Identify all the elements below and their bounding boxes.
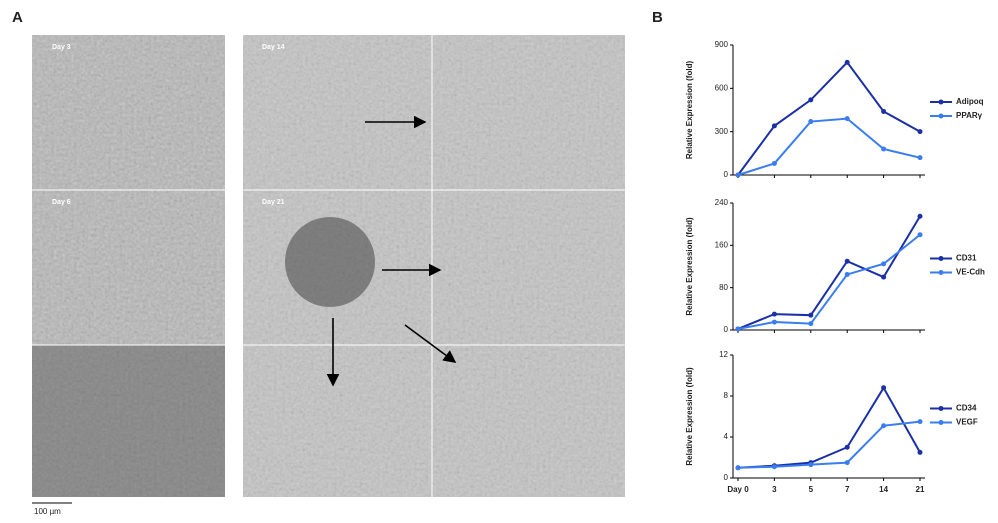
panel-label: A xyxy=(12,9,23,26)
scale-bar-label: 100 µm xyxy=(34,507,61,516)
point xyxy=(771,319,777,325)
x-tick-label: 7 xyxy=(845,485,850,494)
series-line xyxy=(737,385,921,469)
point xyxy=(735,172,741,178)
x-tick-label: 14 xyxy=(879,485,888,494)
y-axis-label: Relative Expression (fold) xyxy=(685,367,694,466)
point xyxy=(844,444,850,450)
legend-label: PPARγ xyxy=(956,111,983,120)
image-label: Day 14 xyxy=(262,44,285,51)
legend-label: VEGF xyxy=(956,418,978,427)
point xyxy=(808,119,814,125)
y-tick-label: 0 xyxy=(724,473,729,482)
series-line xyxy=(737,420,921,469)
x-tick-label: 3 xyxy=(772,485,777,494)
point xyxy=(881,261,887,267)
colony xyxy=(285,217,375,307)
point xyxy=(881,423,887,429)
legend-marker xyxy=(938,99,944,105)
y-axis-label: Relative Expression (fold) xyxy=(685,61,694,160)
legend-label: Adipoq xyxy=(956,97,984,106)
point xyxy=(844,258,850,264)
arrow xyxy=(404,324,457,363)
legend-marker xyxy=(938,420,944,425)
point xyxy=(917,213,923,219)
point xyxy=(844,460,850,466)
image-label: Day 6 xyxy=(52,199,71,206)
point xyxy=(917,155,923,161)
point xyxy=(735,465,741,471)
y-tick-label: 240 xyxy=(715,198,729,207)
y-tick-label: 80 xyxy=(719,283,728,292)
legend-label: CD34 xyxy=(956,404,977,413)
legend-marker xyxy=(938,113,944,119)
y-tick-label: 4 xyxy=(724,432,729,441)
y-tick-label: 160 xyxy=(715,240,729,249)
series-line xyxy=(737,117,921,176)
series-line xyxy=(737,60,921,176)
y-tick-label: 12 xyxy=(719,350,728,359)
point xyxy=(771,123,777,129)
series-line xyxy=(737,233,921,330)
point xyxy=(881,108,887,114)
point xyxy=(844,116,850,122)
point xyxy=(771,160,777,166)
legend-marker xyxy=(938,270,944,275)
point xyxy=(917,419,923,425)
legend-label: VE-Cdh xyxy=(956,268,985,277)
y-tick-label: 8 xyxy=(724,391,729,400)
y-tick-label: 0 xyxy=(724,170,729,179)
y-tick-label: 300 xyxy=(715,127,729,136)
point xyxy=(881,146,887,152)
point xyxy=(844,59,850,65)
point xyxy=(917,449,923,455)
micrographs: Day 3 Day 6 Day 14 Day 21 100 µm xyxy=(32,35,625,516)
legend-label: CD31 xyxy=(956,254,977,263)
point xyxy=(808,312,814,318)
image-label: Day 21 xyxy=(262,199,285,206)
point xyxy=(808,321,814,327)
x-tick-label: 5 xyxy=(809,485,814,494)
legend-marker xyxy=(938,256,944,261)
point xyxy=(844,271,850,277)
y-tick-label: 900 xyxy=(715,40,729,49)
point xyxy=(808,462,814,468)
legend-marker xyxy=(938,406,944,411)
y-tick-label: 0 xyxy=(724,325,729,334)
point xyxy=(771,464,777,470)
point xyxy=(735,326,741,332)
point xyxy=(881,274,887,280)
point xyxy=(881,385,887,391)
y-axis-label: Relative Expression (fold) xyxy=(685,217,694,316)
point xyxy=(917,129,923,135)
series-line xyxy=(737,215,921,330)
point xyxy=(808,97,814,103)
x-tick-label: 21 xyxy=(916,485,925,494)
x-tick-label: Day 0 xyxy=(727,485,749,494)
point xyxy=(917,232,923,238)
panel-label: B xyxy=(652,9,663,26)
image-dense xyxy=(32,345,225,497)
y-tick-label: 600 xyxy=(715,83,729,92)
image-texture xyxy=(32,35,225,497)
point xyxy=(771,311,777,317)
image-label: Day 3 xyxy=(52,44,71,51)
